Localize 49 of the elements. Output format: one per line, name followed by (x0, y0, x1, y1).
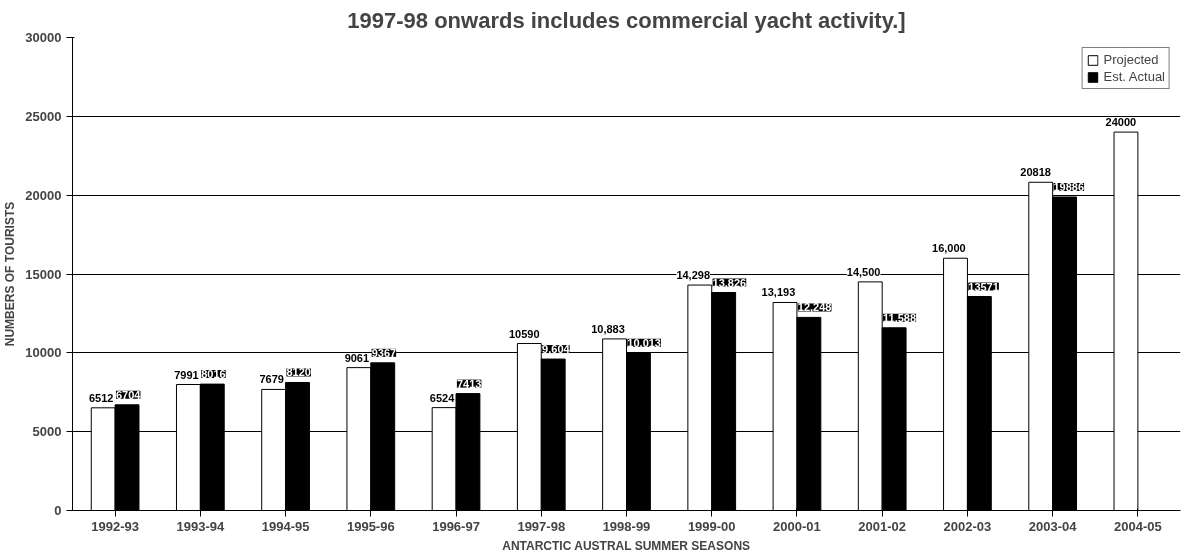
y-tick-label: 15000 (25, 266, 62, 282)
data-label: 6524 (429, 391, 456, 404)
data-label: 20818 (1020, 166, 1051, 179)
x-tick-label: 2000-01 (773, 518, 821, 534)
x-tick-label: 2002-03 (943, 518, 992, 534)
x-tick-label: 1995-96 (346, 518, 395, 534)
y-tick-label: 25000 (25, 108, 62, 124)
data-label: 14,500 (846, 265, 881, 278)
x-tick-label: 1998-99 (602, 518, 651, 534)
data-label: 13571 (968, 280, 999, 293)
y-tick-label: 5000 (32, 424, 62, 440)
data-label: 13,193 (761, 286, 796, 299)
x-tick-label: 2004-05 (1114, 518, 1162, 534)
data-label: 7679 (259, 373, 284, 386)
y-tick-label: 0 (54, 503, 62, 518)
x-tick-label: 1996-97 (432, 518, 480, 534)
y-tick-label: 30000 (25, 30, 62, 45)
legend-label: Est. Actual (1103, 69, 1165, 84)
data-label: 24000 (1105, 116, 1137, 129)
data-label: 8120 (286, 366, 311, 379)
legend-label: Projected (1103, 52, 1159, 67)
x-tick-label: 1997-98 (517, 518, 566, 534)
data-label: 9061 (344, 351, 370, 364)
data-label: 9367 (371, 346, 397, 359)
y-tick-label: 20000 (25, 187, 62, 203)
data-label: 14,298 (676, 269, 711, 282)
x-axis-title: ANTARCTIC AUSTRAL SUMMER SEASONS (502, 538, 751, 553)
data-label: 6512 (88, 391, 114, 404)
data-label: 19886 (1053, 180, 1085, 193)
data-label: 11,588 (883, 311, 917, 324)
x-tick-label: 1993-94 (176, 518, 225, 534)
data-label: 7991 (174, 368, 199, 381)
data-label: 13,826 (712, 276, 747, 289)
data-label: 9,604 (542, 343, 571, 356)
y-tick-label: 10000 (25, 345, 62, 361)
data-label: 10,883 (591, 322, 625, 335)
data-label: 7413 (456, 377, 482, 390)
data-label: 10590 (508, 327, 540, 340)
data-label: 12,248 (797, 301, 832, 314)
data-label: 8016 (201, 368, 226, 381)
x-tick-label: 1999-00 (687, 518, 736, 534)
data-label: 16,000 (932, 242, 966, 255)
x-tick-label: 1994-95 (261, 518, 310, 534)
data-label: 10,013 (627, 336, 662, 349)
y-axis-title: NUMBERS OF TOURISTS (3, 201, 18, 347)
x-tick-label: 2003-04 (1028, 518, 1078, 534)
chart-title: 1997-98 onwards includes commercial yacht activity.] (347, 7, 906, 33)
x-tick-label: 1992-93 (91, 518, 139, 534)
x-tick-label: 2001-02 (858, 518, 907, 534)
